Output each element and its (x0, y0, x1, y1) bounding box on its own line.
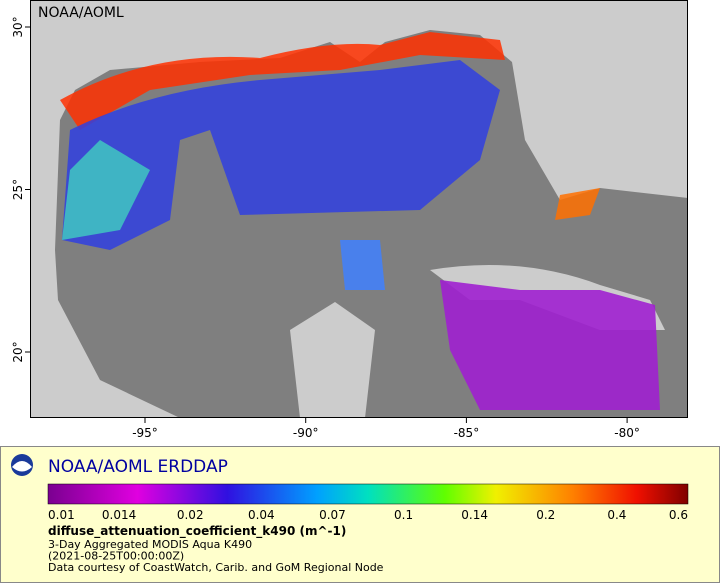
lon-tick-label: -80° (614, 426, 640, 440)
data-shelf (62, 60, 500, 250)
colorbar-label: 0.4 (607, 508, 626, 522)
legend-line: (2021-08-25T00:00:00Z) (48, 550, 184, 563)
legend-line: 3-Day Aggregated MODIS Aqua K490 (48, 538, 252, 551)
lat-tick-label: 20° (11, 341, 25, 362)
data-coast (60, 32, 505, 130)
data-texas (62, 140, 150, 240)
legend-line: Data courtesy of CoastWatch, Carib. and … (48, 561, 384, 574)
legend-panel (0, 446, 720, 583)
colorbar-label: 0.04 (248, 508, 275, 522)
lat-tick-label: 30° (11, 16, 25, 37)
legend-title: NOAA/AOML ERDDAP (48, 457, 228, 477)
ticks: 30° 25° 20° -95° -90° -85° -80° (11, 16, 640, 440)
logo-bird (12, 461, 32, 472)
colorbar-label: 0.14 (461, 508, 488, 522)
lon-tick-label: -95° (132, 426, 158, 440)
variable-name: diffuse_attenuation_coefficient_k490 (m^… (48, 524, 346, 539)
colorbar-label: 0.07 (319, 508, 346, 522)
noaa-logo (11, 454, 33, 476)
lat-tick-label: 25° (11, 179, 25, 200)
colorbar-labels: 0.01 0.014 0.02 0.04 0.07 0.1 0.14 0.2 0.4 0.6 (48, 508, 688, 522)
lon-tick-label: -85° (454, 426, 480, 440)
colorbar-label: 0.02 (177, 508, 204, 522)
lon-tick-label: -90° (293, 426, 319, 440)
colorbar (47, 483, 689, 505)
map-header: NOAA/AOML (38, 5, 124, 21)
map-frame (30, 0, 688, 418)
colorbar-label: 0.014 (102, 508, 136, 522)
colorbar-label: 0.6 (669, 508, 688, 522)
colorbar-label: 0.01 (48, 508, 75, 522)
colorbar-label: 0.2 (536, 508, 555, 522)
colorbar-label: 0.1 (394, 508, 413, 522)
data-caribbean (440, 280, 660, 410)
data-keys (555, 188, 600, 220)
legend-lines: 3-Day Aggregated MODIS Aqua K490(2021-08… (48, 538, 384, 574)
data-yucatan (340, 240, 385, 290)
map (30, 0, 688, 418)
